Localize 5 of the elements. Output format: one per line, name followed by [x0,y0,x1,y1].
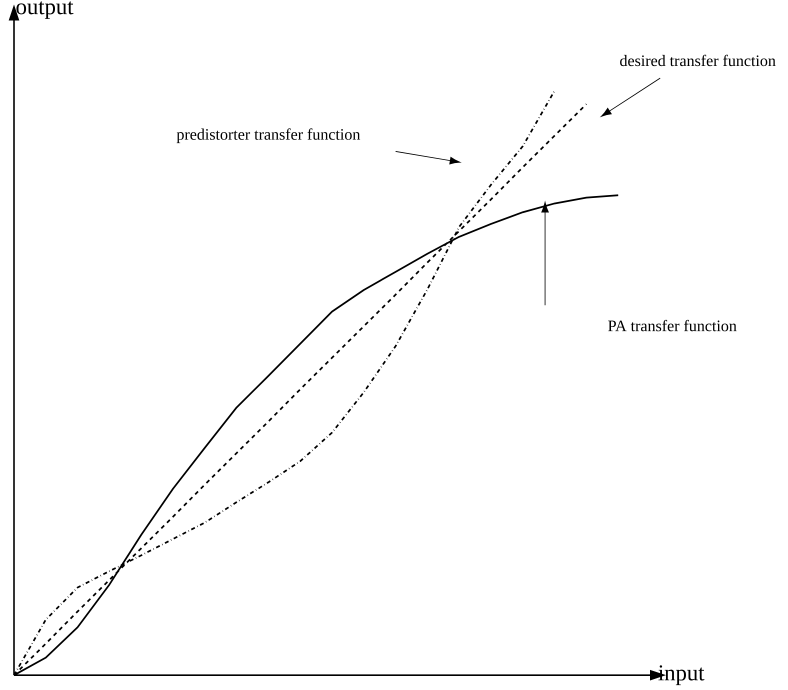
y-axis-title: output [16,2,74,20]
x-axis-title: input [658,665,704,686]
annotation: PA transfer function [608,320,737,332]
text: desired transfer function [620,54,776,66]
annotation: predistorter transfer function [176,128,360,144]
